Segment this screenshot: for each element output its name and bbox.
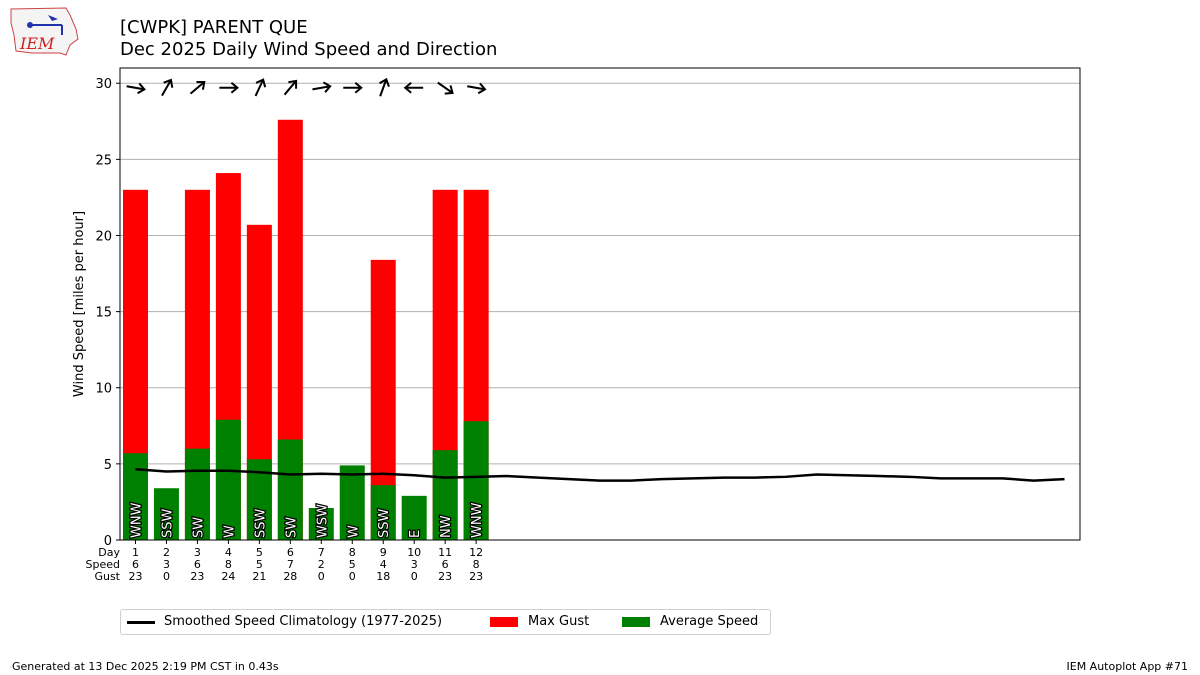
direction-label: W [346,525,361,538]
avg-speed-bar [122,453,148,540]
autoplot-footer: IEM Autoplot App #71 [1066,660,1189,673]
gust-value-label: 0 [411,570,418,583]
wind-direction-arrow [312,81,332,93]
direction-label: SSW [253,508,268,538]
y-tick-label: 30 [95,77,112,92]
chart-subtitle: Dec 2025 Daily Wind Speed and Direction [120,39,498,60]
table-row-label: Gust [94,570,120,583]
x-tick-label-day: 11 [438,546,452,559]
legend-gust-swatch [490,617,518,627]
direction-label: E [408,530,423,538]
avg-speed-bar [184,448,210,540]
x-tick-label-day: 5 [256,546,263,559]
chart-title: [CWPK] PARENT QUE [120,17,308,38]
legend-avg-label: Average Speed [660,614,759,629]
direction-label: WNW [470,502,485,538]
avg-speed-bar [401,495,427,540]
climatology-line [135,467,1065,482]
direction-label: WSW [315,504,330,538]
avg-speed-bar [215,419,241,540]
wind-direction-arrow [219,82,239,94]
speed-value-label: 2 [318,558,325,571]
avg-speed-bar [308,508,334,540]
speed-value-label: 4 [380,558,387,571]
gust-value-label: 23 [128,570,142,583]
direction-label: W [222,525,237,538]
direction-label: SW [191,517,206,538]
wind-direction-arrow [283,79,298,96]
speed-value-label: 8 [473,558,480,571]
avg-speed-bar [153,488,179,540]
wind-direction-arrow [254,78,267,97]
speed-value-label: 5 [256,558,263,571]
x-tick-label-day: 6 [287,546,294,559]
wind-direction-arrow [379,77,390,97]
legend-avg-swatch [622,617,650,627]
legend-climatology-swatch [127,621,155,624]
x-tick-label-day: 2 [163,546,170,559]
wind-direction-arrow [403,82,424,94]
x-tick-label-day: 3 [194,546,201,559]
speed-value-label: 5 [349,558,356,571]
y-tick-label: 10 [95,382,112,397]
avg-speed-bar [277,439,303,540]
plot-frame [119,67,1081,541]
table-row-label: Speed [86,558,120,571]
x-tick-label-day: 10 [407,546,421,559]
gust-value-label: 28 [283,570,297,583]
gust-value-label: 0 [318,570,325,583]
gust-value-label: 18 [376,570,390,583]
direction-label: SSW [160,508,175,538]
y-tick-label: 15 [95,306,112,321]
gust-value-label: 23 [438,570,452,583]
wind-direction-arrow [161,78,174,97]
iem-logo: IEM [8,5,80,59]
gust-value-label: 24 [221,570,235,583]
avg-speed-bar [370,485,396,540]
svg-text:IEM: IEM [19,34,55,53]
y-axis-label: Wind Speed [miles per hour] [72,211,87,397]
y-tick-label: 20 [95,229,112,244]
x-tick-label-day: 9 [380,546,387,559]
x-tick-label-day: 4 [225,546,232,559]
generated-footer: Generated at 13 Dec 2025 2:19 PM CST in … [12,660,279,673]
direction-label: WNW [129,502,144,538]
speed-value-label: 3 [163,558,170,571]
x-tick-label-day: 7 [318,546,325,559]
wind-direction-arrow [189,81,206,95]
legend-climatology-label: Smoothed Speed Climatology (1977-2025) [164,614,443,629]
avg-speed-bar [463,421,489,540]
speed-value-label: 8 [225,558,232,571]
x-tick-label-day: 1 [132,546,139,559]
chart-legend: Smoothed Speed Climatology (1977-2025) M… [120,609,771,635]
gust-value-label: 0 [163,570,170,583]
legend-gust-label: Max Gust [528,614,590,629]
wind-direction-arrow [343,82,363,94]
avg-speed-bar [339,465,365,540]
direction-label: SSW [377,508,392,538]
direction-label: SW [284,517,299,538]
wind-direction-arrow [467,82,487,95]
gust-value-label: 0 [349,570,356,583]
gust-value-label: 21 [252,570,266,583]
speed-value-label: 6 [132,558,139,571]
speed-value-label: 6 [442,558,449,571]
wind-direction-arrow [437,81,454,95]
table-row-label: Day [98,546,120,559]
wind-direction-arrow [126,82,146,95]
y-tick-label: 5 [104,458,112,473]
x-tick-label-day: 12 [469,546,483,559]
gust-value-label: 23 [190,570,204,583]
avg-speed-bar [432,450,458,540]
speed-value-label: 6 [194,558,201,571]
speed-value-label: 7 [287,558,294,571]
speed-value-label: 3 [411,558,418,571]
y-tick-label: 0 [104,534,112,549]
direction-label: NW [439,515,454,538]
x-tick-label-day: 8 [349,546,356,559]
gust-value-label: 23 [469,570,483,583]
y-tick-label: 25 [95,153,112,168]
